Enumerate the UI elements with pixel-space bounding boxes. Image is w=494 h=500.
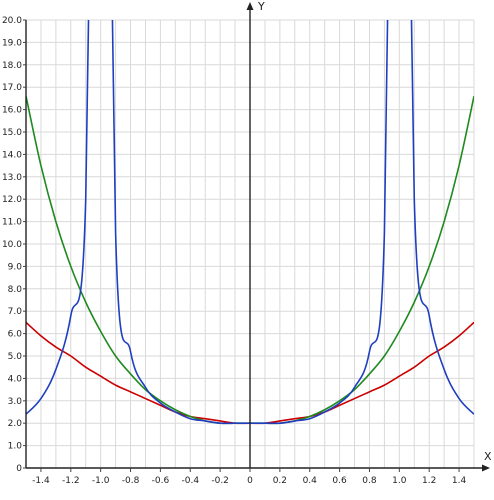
y-tick-label: 14.0 [2,150,22,160]
y-tick-label: 11.0 [2,218,22,228]
y-tick-label: 7.0 [8,307,23,317]
x-axis-arrow [482,464,490,472]
x-tick-label: 0.4 [303,476,318,486]
y-tick-label: 18.0 [2,61,22,71]
y-tick-label: 3.0 [8,397,23,407]
x-axis-label: X [484,450,492,463]
x-tick-label: -1.2 [62,476,80,486]
x-tick-label: 0.8 [362,476,377,486]
x-tick-label: 0 [247,476,253,486]
y-tick-label: 13.0 [2,173,22,183]
y-tick-label: 9.0 [8,262,23,272]
x-tick-label: -0.2 [211,476,229,486]
y-tick-label: 10.0 [2,240,22,250]
x-tick-label: -1.0 [92,476,110,486]
y-tick-label: 8.0 [8,285,23,295]
y-tick-label: 1.0 [8,442,23,452]
y-tick-label: 20.0 [2,16,22,26]
x-tick-label: -1.4 [32,476,50,486]
y-tick-label: 12.0 [2,195,22,205]
y-tick-label: 16.0 [2,106,22,116]
x-tick-label: 1.4 [452,476,467,486]
x-tick-label: 1.2 [422,476,436,486]
x-tick-label: -0.4 [181,476,199,486]
axes [25,2,490,472]
x-tick-label: 1.0 [392,476,407,486]
y-tick-label: 6.0 [8,330,23,340]
x-tick-label: -0.8 [122,476,140,486]
tick-labels: -1.4 -1.2 -1.0 -0.8 -0.6 -0.4 -0.2 0 0.2 0.4 0.6 0.… [2,16,467,486]
y-tick-label: 2.0 [8,419,23,429]
y-tick-label: 4.0 [8,374,23,384]
y-tick-label: 17.0 [2,83,22,93]
y-tick-label: 15.0 [2,128,22,138]
y-tick-label: 0 [16,464,22,474]
x-tick-label: 0.2 [273,476,287,486]
y-axis-arrow [246,2,254,10]
x-tick-label: 0.6 [332,476,347,486]
y-tick-label: 19.0 [2,38,22,48]
x-tick-label: -0.6 [152,476,170,486]
y-tick-label: 5.0 [8,352,23,362]
y-axis-label: Y [257,0,265,13]
